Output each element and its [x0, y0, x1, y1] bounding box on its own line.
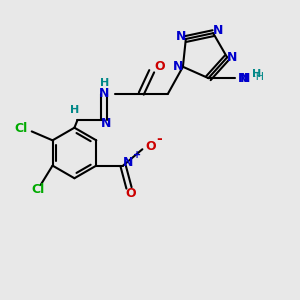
Text: H: H: [251, 69, 261, 79]
Text: Cl: Cl: [31, 183, 44, 196]
Text: N: N: [212, 24, 223, 37]
Text: H: H: [70, 105, 79, 115]
Text: H: H: [100, 78, 109, 88]
Text: O: O: [145, 140, 156, 153]
Text: ·H: ·H: [252, 72, 264, 82]
Text: Cl: Cl: [14, 122, 27, 135]
Text: N: N: [99, 87, 109, 100]
Text: O: O: [125, 187, 136, 200]
Text: -: -: [157, 132, 162, 146]
Text: N: N: [173, 60, 184, 73]
Text: N: N: [226, 51, 237, 64]
Text: N: N: [176, 29, 187, 43]
Text: N: N: [100, 117, 111, 130]
Text: O: O: [155, 60, 165, 73]
Text: N: N: [238, 72, 248, 85]
Text: N: N: [123, 156, 134, 169]
Text: N: N: [240, 72, 250, 85]
Text: +: +: [134, 150, 142, 160]
